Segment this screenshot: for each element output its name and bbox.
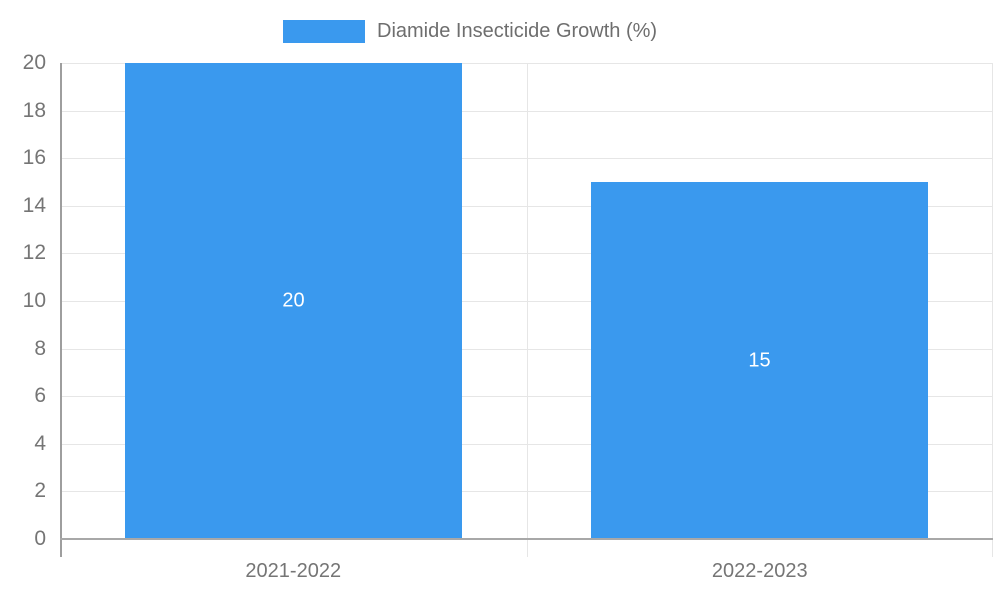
gridline: [60, 158, 993, 159]
gridline-vertical: [527, 63, 528, 557]
legend: Diamide Insecticide Growth (%): [283, 19, 657, 43]
bar[interactable]: 15: [591, 182, 928, 539]
y-tick-label: 10: [22, 289, 46, 312]
y-tick-label: 20: [22, 51, 46, 74]
bar-value-label: 15: [748, 349, 771, 371]
gridline: [60, 444, 993, 445]
y-tick-label: 6: [34, 384, 46, 408]
y-tick-label: 2: [34, 479, 46, 503]
legend-label: Diamide Insecticide Growth (%): [377, 20, 658, 42]
gridline: [60, 253, 993, 254]
gridline: [60, 396, 993, 397]
gridline: [60, 349, 993, 350]
gridline: [60, 111, 993, 112]
y-tick-label: 8: [34, 336, 46, 360]
y-tick-label: 4: [34, 431, 46, 455]
x-tick-label: 2022-2023: [711, 560, 808, 582]
bar-value-label: 20: [282, 289, 305, 312]
gridline: [60, 301, 993, 302]
gridline: [60, 63, 993, 64]
legend-swatch: [283, 19, 365, 43]
x-tick-label: 2021-2022: [245, 560, 342, 582]
x-axis-line: [60, 538, 993, 540]
y-tick-label: 0: [34, 527, 46, 550]
plot-area: 20 15: [60, 63, 993, 557]
gridline: [60, 491, 993, 492]
y-axis-line: [60, 63, 62, 557]
y-tick-label: 14: [22, 193, 46, 217]
y-tick-label: 16: [22, 146, 46, 170]
y-tick-label: 12: [22, 241, 46, 265]
gridline: [60, 206, 993, 207]
y-tick-label: 18: [22, 98, 46, 122]
bar[interactable]: 20: [125, 63, 462, 539]
gridline-vertical: [992, 63, 993, 557]
